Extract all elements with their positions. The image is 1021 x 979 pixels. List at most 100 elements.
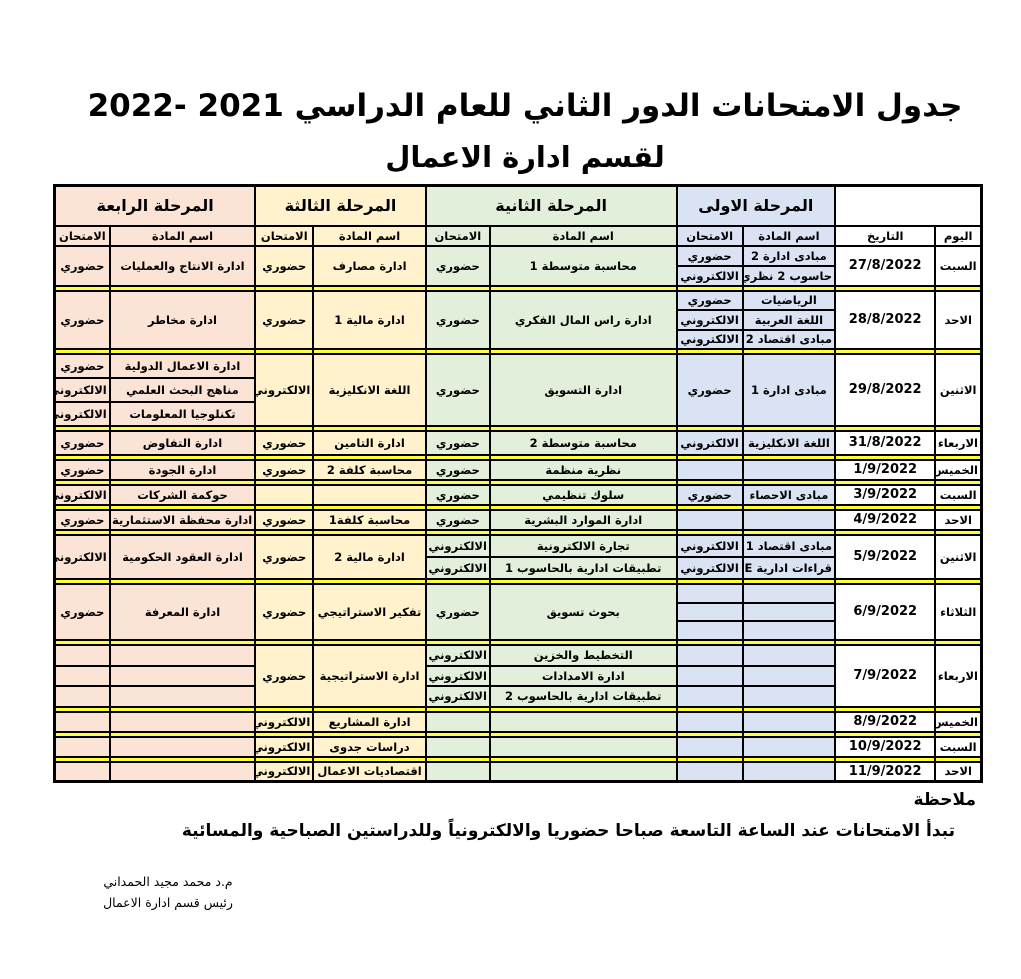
separator-cell (834, 755, 937, 763)
table-row: السبت 3/9/2022 مبادى الاحصاء حضوري سلوك تنظي… (53, 483, 983, 506)
subject-cell: تجارة الالكترونية (488, 533, 678, 558)
separator-cell (741, 730, 837, 738)
separator-cell (488, 503, 678, 511)
date-cell: 7/9/2022 (834, 643, 937, 708)
separator-cell (488, 705, 678, 713)
separator-cell (254, 705, 315, 713)
row-separator (53, 347, 983, 355)
subject-cell: ادارة التفاوض (108, 429, 257, 456)
table-row: الاربعاء 31/8/2022 اللغة الانكليزية الالكتر… (53, 429, 983, 456)
separator-cell (934, 285, 983, 292)
separator-cell (108, 503, 257, 511)
subject-cell (741, 685, 837, 708)
exam-type-cell (53, 760, 111, 783)
subject-cell: محاسبة متوسطة 2 (488, 429, 678, 456)
subject-cell (741, 735, 837, 758)
separator-cell (741, 638, 837, 646)
exam-type-cell: حضوري (424, 290, 491, 350)
exam-type-cell (675, 664, 744, 688)
separator-cell (424, 730, 491, 738)
subject-cell: ادارة العقود الحكومية (108, 533, 257, 580)
table-row: الثلاثاء 6/9/2022 بحوث تسويق حضوري تفكير الا… (53, 582, 983, 641)
separator-cell (675, 528, 744, 536)
exam-type-cell: حضوري (254, 290, 315, 350)
exam-type-cell: حضوري (53, 429, 111, 456)
exam-type-cell: حضوري (254, 533, 315, 580)
exam-type-cell (424, 735, 491, 758)
stage2-header: المرحلة الثانية (424, 184, 678, 227)
subject-cell: تطبيقات ادارية بالحاسوب 2 (488, 685, 678, 708)
separator-cell (834, 730, 937, 738)
exam-type-cell (53, 685, 111, 708)
separator-cell (254, 453, 315, 461)
day-column-header: اليوم (934, 225, 983, 247)
subject-cell (312, 483, 427, 506)
table-row: الاربعاء 7/9/2022 التخطيط والخزين الالكترون… (53, 643, 983, 708)
separator-cell (424, 453, 491, 461)
exam-type-cell: الالكتروني (53, 533, 111, 580)
separator-cell (675, 730, 744, 738)
exam-type-cell (424, 710, 491, 733)
separator-cell (934, 705, 983, 713)
date-cell: 6/9/2022 (834, 582, 937, 641)
separator-cell (834, 705, 937, 713)
exam-type-cell (53, 710, 111, 733)
separator-cell (53, 285, 111, 292)
signature-role: رئيس قسم ادارة الاعمال (103, 895, 233, 910)
separator-cell (254, 577, 315, 585)
row-separator (53, 478, 983, 486)
exam-type-cell: الالكتروني (53, 376, 111, 403)
separator-cell (53, 424, 111, 432)
subject-cell (108, 710, 257, 733)
exam-type-cell (675, 735, 744, 758)
subject-cell (741, 601, 837, 623)
row-separator (53, 705, 983, 713)
day-cell: الاحد (934, 508, 983, 531)
exam-type-cell: الالكتروني (675, 309, 744, 331)
exam-type-cell: الالكتروني (254, 735, 315, 758)
exam-type-cell: حضوري (254, 582, 315, 641)
separator-cell (424, 755, 491, 763)
separator-cell (312, 478, 427, 486)
separator-cell (834, 503, 937, 511)
separator-cell (934, 755, 983, 763)
date-cell: 27/8/2022 (834, 245, 937, 287)
day-cell: الاثنين (934, 352, 983, 427)
exam-type-cell (675, 710, 744, 733)
subject-cell: اللغة الانكليزية (741, 429, 837, 456)
exam-type-cell: حضوري (53, 508, 111, 531)
subject-cell: ادارة مالية 1 (312, 290, 427, 350)
separator-cell (53, 528, 111, 536)
subject-cell: ادارة مخاطر (108, 290, 257, 350)
table-row (55, 601, 982, 623)
separator-cell (488, 577, 678, 585)
separator-cell (312, 730, 427, 738)
separator-cell (254, 424, 315, 432)
subject-cell: تطبيقات ادارية بالحاسوب 1 (488, 555, 678, 580)
separator-cell (424, 478, 491, 486)
separator-cell (675, 453, 744, 461)
separator-cell (53, 577, 111, 585)
separator-cell (108, 478, 257, 486)
subject-cell: ادارة الجودة (108, 458, 257, 481)
separator-cell (834, 285, 937, 292)
separator-cell (254, 755, 315, 763)
subject-cell (108, 735, 257, 758)
subject-cell (741, 620, 837, 641)
separator-cell (424, 638, 491, 646)
page-subtitle: لقسم ادارة الاعمال (385, 140, 665, 174)
exam-type-cell: حضوري (254, 643, 315, 708)
subject-cell (488, 710, 678, 733)
separator-cell (424, 424, 491, 432)
subject-cell: ادارة الانتاج والعمليات (108, 245, 257, 287)
separator-cell (741, 424, 837, 432)
table-row (55, 620, 982, 641)
date-cell: 5/9/2022 (834, 533, 937, 580)
separator-cell (488, 347, 678, 355)
subject-column-header: اسم المادة (488, 225, 678, 247)
separator-cell (488, 424, 678, 432)
separator-cell (312, 285, 427, 292)
separator-cell (934, 424, 983, 432)
exam-type-cell: حضوري (424, 483, 491, 506)
table-row: اللغة العربية الالكتروني (55, 309, 982, 331)
